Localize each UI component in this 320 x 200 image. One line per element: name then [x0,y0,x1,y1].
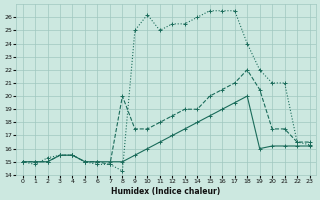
X-axis label: Humidex (Indice chaleur): Humidex (Indice chaleur) [111,187,221,196]
